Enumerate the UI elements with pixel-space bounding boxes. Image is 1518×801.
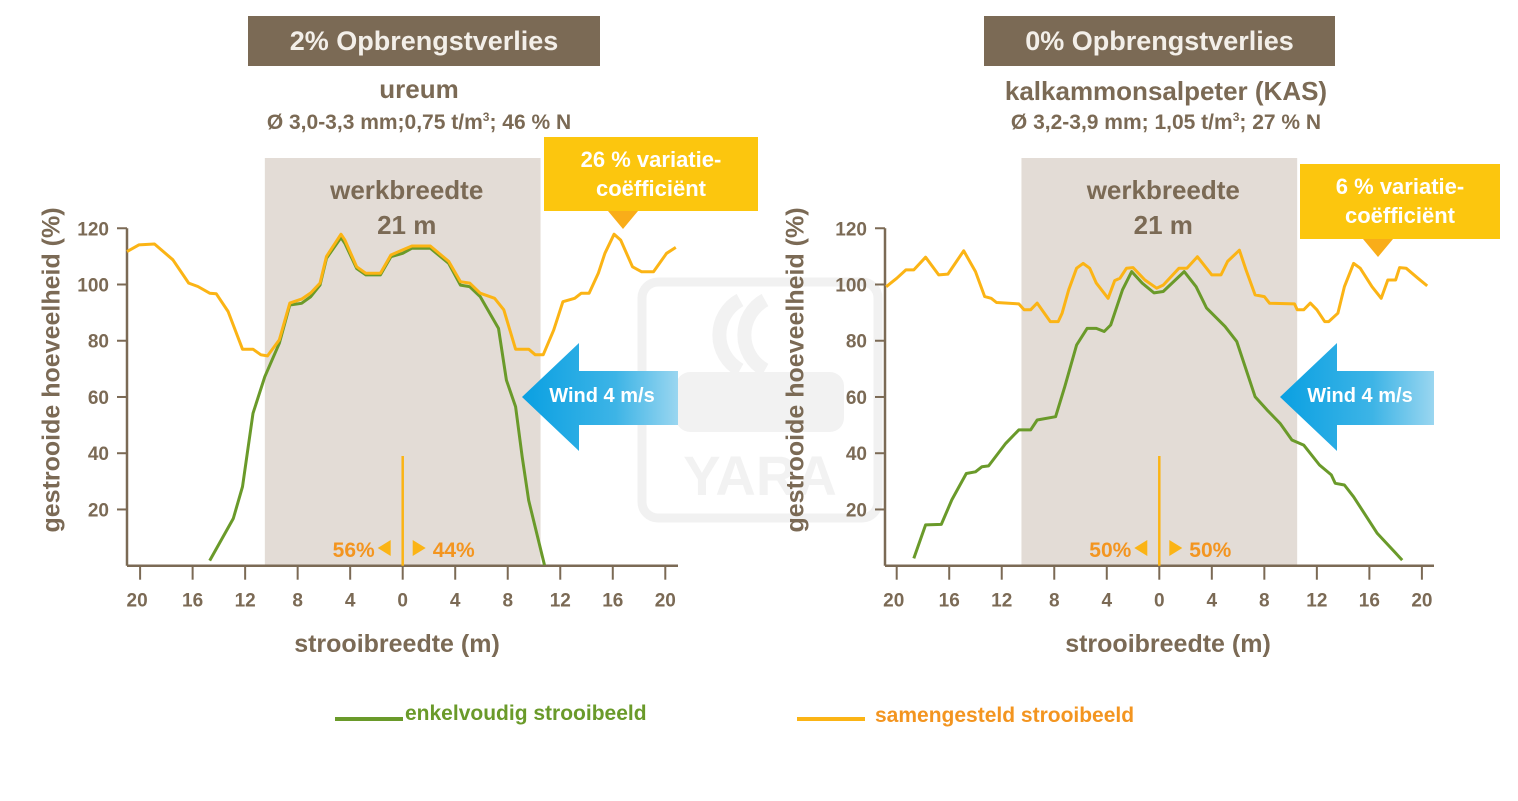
- right-wind-label: Wind 4 m/s: [1307, 385, 1412, 407]
- legend-label-enkelvoudig: enkelvoudig strooibeeld: [405, 702, 647, 725]
- left-y-tick-label: 20: [88, 500, 109, 521]
- left-x-tick-label: 16: [182, 591, 203, 612]
- right-product-name: kalkammonsalpeter (KAS): [1004, 76, 1328, 106]
- left-specs-sup: 3: [482, 110, 490, 124]
- left-callout-pointer: [608, 211, 638, 229]
- right-y-tick-label: 20: [846, 500, 867, 521]
- left-wind-label: Wind 4 m/s: [549, 385, 654, 407]
- right-specs-b: ; 27 % N: [1239, 111, 1322, 134]
- left-product-name: ureum: [379, 74, 459, 104]
- left-y-tick-label: 60: [88, 388, 109, 409]
- legend-label-samengesteld: samengesteld strooibeeld: [875, 704, 1135, 727]
- left-work-width-value: 21 m: [377, 210, 436, 240]
- left-split-left-label: 56%: [333, 539, 375, 562]
- left-wind-arrow-icon: [522, 343, 678, 451]
- left-x-tick-label: 8: [502, 591, 513, 612]
- right-work-width-label: werkbreedte: [1086, 175, 1240, 205]
- left-specs-b: ; 46 % N: [489, 111, 572, 134]
- left-specs-a: Ø 3,0-3,3 mm;0,75 t/m: [266, 111, 483, 134]
- left-x-axis-label: strooibreedte (m): [294, 630, 500, 658]
- right-x-tick-label: 16: [939, 591, 960, 612]
- left-callout-line2: coëfficiënt: [595, 176, 707, 201]
- left-variation-callout: 26 % variatie- coëfficiënt: [544, 137, 758, 211]
- right-specs-sup: 3: [1232, 110, 1240, 124]
- right-split-left-label: 50%: [1089, 539, 1131, 562]
- right-y-axis-label: gestrooide hoeveelheid (%): [781, 207, 810, 533]
- right-y-tick-label: 100: [835, 276, 867, 297]
- right-samengesteld-line: [885, 248, 1429, 324]
- left-product-specs: Ø 3,0-3,3 mm;0,75 t/m3; 46 % N: [169, 110, 669, 135]
- right-x-tick-label: 0: [1154, 591, 1165, 612]
- left-samengesteld-line: [126, 232, 677, 358]
- watermark-waves: [712, 293, 769, 377]
- right-split-right-arrow-icon: [1169, 540, 1183, 556]
- left-enkelvoudig-line: [208, 236, 546, 566]
- left-split-left-arrow-icon: [377, 540, 391, 556]
- right-variation-callout: 6 % variatie- coëfficiënt: [1300, 164, 1500, 239]
- right-x-tick-label: 8: [1259, 591, 1270, 612]
- left-split-right-arrow-icon: [412, 540, 426, 556]
- left-x-tick-label: 4: [450, 591, 461, 612]
- left-title-banner: 2% Opbrengstverlies: [248, 16, 600, 66]
- left-work-width-label: werkbreedte: [329, 175, 483, 205]
- legend-swatch-enkelvoudig: [335, 717, 403, 721]
- right-specs-a: Ø 3,2-3,9 mm; 1,05 t/m: [1010, 111, 1233, 134]
- left-x-tick-label: 20: [127, 591, 148, 612]
- watermark-ship: [676, 372, 844, 432]
- right-x-tick-label: 12: [1306, 591, 1327, 612]
- right-x-tick-label: 4: [1101, 591, 1112, 612]
- right-x-axis-label: strooibreedte (m): [1065, 630, 1271, 658]
- right-y-tick-label: 80: [846, 332, 867, 353]
- left-x-tick-label: 20: [655, 591, 676, 612]
- right-product-specs: Ø 3,2-3,9 mm; 1,05 t/m3; 27 % N: [916, 110, 1416, 135]
- left-x-tick-label: 0: [397, 591, 408, 612]
- legend-swatch-samengesteld: [797, 717, 865, 721]
- right-x-tick-label: 20: [1411, 591, 1432, 612]
- left-x-tick-label: 4: [345, 591, 356, 612]
- right-x-tick-label: 12: [991, 591, 1012, 612]
- right-x-tick-label: 4: [1207, 591, 1218, 612]
- right-x-tick-label: 16: [1359, 591, 1380, 612]
- left-callout-line1: 26 % variatie-: [580, 147, 722, 172]
- left-y-tick-label: 40: [88, 444, 109, 465]
- left-x-tick-label: 12: [235, 591, 256, 612]
- legend: enkelvoudig strooibeeld samengesteld str…: [330, 700, 1210, 740]
- right-wind-arrow-icon: [1280, 343, 1434, 451]
- watermark-text: YARA: [683, 444, 837, 507]
- left-x-tick-label: 16: [602, 591, 623, 612]
- right-x-tick-label: 8: [1049, 591, 1060, 612]
- right-callout-line1: 6 % variatie-: [1335, 174, 1465, 199]
- right-y-tick-label: 60: [846, 388, 867, 409]
- right-y-tick-label: 40: [846, 444, 867, 465]
- right-y-tick-label: 120: [835, 219, 867, 240]
- left-y-tick-label: 120: [77, 219, 109, 240]
- right-split-left-arrow-icon: [1134, 540, 1148, 556]
- right-callout-line2: coëfficiënt: [1344, 203, 1456, 228]
- left-y-axis-label: gestrooide hoeveelheid (%): [37, 207, 66, 533]
- right-title-banner: 0% Opbrengstverlies: [984, 16, 1335, 66]
- left-y-tick-label: 80: [88, 332, 109, 353]
- right-callout-pointer: [1363, 239, 1393, 257]
- right-enkelvoudig-line: [912, 270, 1404, 562]
- yara-watermark: YARA: [637, 277, 883, 523]
- left-x-tick-label: 8: [292, 591, 303, 612]
- right-split-right-label: 50%: [1189, 539, 1231, 562]
- right-work-width-value: 21 m: [1134, 210, 1193, 240]
- left-split-right-label: 44%: [433, 539, 475, 562]
- left-x-tick-label: 12: [550, 591, 571, 612]
- left-y-tick-label: 100: [77, 276, 109, 297]
- right-x-tick-label: 20: [883, 591, 904, 612]
